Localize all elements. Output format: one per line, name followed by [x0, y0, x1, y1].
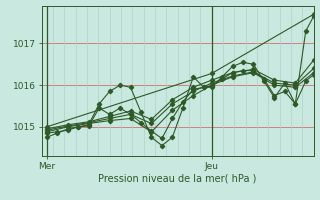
X-axis label: Pression niveau de la mer( hPa ): Pression niveau de la mer( hPa ): [99, 173, 257, 183]
